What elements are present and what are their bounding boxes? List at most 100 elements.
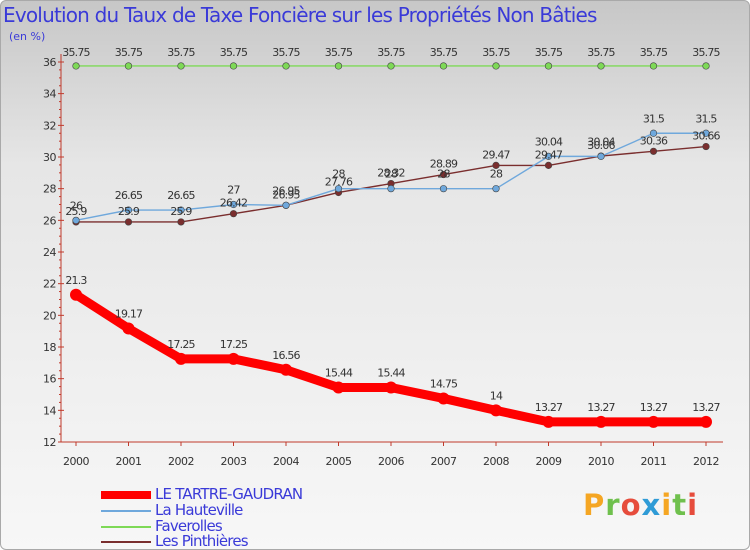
data-label-s3-3: 26.42: [220, 197, 248, 210]
logo-letter: P: [583, 488, 606, 522]
data-label-s1-11: 31.5: [643, 112, 665, 125]
x-tick-label: 2001: [116, 455, 142, 468]
data-point-s3-3: [229, 210, 238, 218]
data-point-s2-8: [492, 62, 500, 70]
x-tick-label: 2007: [431, 455, 457, 468]
y-tick-label: 14: [43, 404, 56, 417]
data-label-s2-6: 35.75: [377, 46, 405, 59]
data-label-s3-10: 30.06: [587, 139, 615, 152]
data-point-s0-8: [490, 404, 502, 417]
data-label-s3-11: 30.36: [640, 134, 668, 147]
x-tick-label: 2012: [693, 455, 719, 468]
data-point-s2-12: [702, 62, 710, 70]
logo-letter: o: [620, 488, 642, 522]
data-point-s2-2: [177, 62, 185, 70]
data-point-s1-2: [177, 206, 185, 214]
data-point-s0-6: [385, 381, 397, 394]
data-label-s2-9: 35.75: [535, 46, 563, 59]
data-point-s0-9: [542, 415, 555, 428]
data-label-s1-5: 28: [332, 168, 345, 181]
data-label-s2-12: 35.75: [692, 46, 720, 59]
data-label-s3-8: 29.47: [482, 148, 510, 161]
data-label-s0-3: 17.25: [220, 338, 248, 351]
data-label-s2-2: 35.75: [167, 46, 195, 59]
data-label-s1-1: 26.65: [115, 189, 143, 202]
data-point-s3-1: [124, 218, 133, 226]
data-label-s1-6: 28: [385, 168, 398, 181]
data-label-s3-5: 27.76: [325, 175, 353, 188]
data-label-s3-7: 28.89: [430, 158, 458, 171]
data-label-s0-2: 17.25: [167, 338, 195, 351]
data-label-s1-9: 30.04: [535, 135, 563, 148]
data-point-s1-3: [229, 200, 238, 209]
data-label-s2-4: 35.75: [272, 46, 300, 59]
legend-label-3: Les Pinthières: [155, 532, 249, 550]
data-point-s1-12: [702, 129, 710, 137]
data-point-s0-5: [332, 381, 345, 394]
data-label-s0-9: 13.27: [535, 401, 563, 414]
data-point-s1-10: [597, 152, 605, 160]
legend-label-2: Faverolles: [155, 517, 223, 535]
data-point-s0-0: [70, 288, 82, 301]
data-label-s1-3: 27: [227, 184, 240, 197]
x-tick-label: 2005: [326, 455, 352, 468]
data-point-s0-10: [595, 415, 607, 428]
x-tick-label: 2011: [641, 455, 667, 468]
y-tick-label: 32: [43, 119, 56, 132]
y-tick-label: 30: [43, 151, 56, 164]
y-tick-label: 28: [43, 183, 56, 196]
data-label-s2-3: 35.75: [220, 46, 248, 59]
y-tick-label: 34: [43, 88, 56, 101]
data-label-s0-11: 13.27: [640, 401, 668, 414]
logo-letter: i: [687, 488, 699, 522]
data-label-s3-0: 25.9: [65, 205, 87, 218]
y-tick-label: 12: [43, 436, 56, 449]
data-point-s1-6: [387, 185, 395, 193]
data-point-s2-3: [229, 62, 238, 70]
data-point-s1-7: [439, 185, 448, 193]
data-label-s0-7: 14.75: [430, 377, 458, 390]
data-label-s1-8: 28: [490, 168, 503, 181]
data-point-s1-0: [72, 216, 80, 224]
data-point-s0-2: [175, 352, 187, 365]
chart-title: Evolution du Taux de Taxe Foncière sur l…: [3, 3, 597, 27]
x-tick-label: 2004: [273, 455, 299, 468]
logo-letter: r: [605, 488, 621, 522]
data-point-s3-7: [439, 170, 448, 179]
data-point-s1-4: [282, 201, 290, 209]
x-tick-label: 2010: [588, 455, 614, 468]
data-label-s0-4: 16.56: [272, 349, 300, 362]
x-tick-label: 2006: [378, 455, 404, 468]
data-point-s0-3: [227, 352, 240, 365]
data-label-s2-1: 35.75: [115, 46, 143, 59]
legend-label-0: LE TARTRE-GAUDRAN: [155, 485, 303, 503]
data-label-s1-4: 26.95: [272, 184, 300, 197]
data-point-s0-1: [122, 322, 135, 335]
y-tick-label: 18: [43, 341, 56, 354]
logo-letter: t: [672, 488, 688, 522]
data-label-s1-7: 28: [437, 168, 450, 181]
data-label-s0-8: 14: [490, 389, 503, 402]
x-tick-label: 2000: [63, 455, 89, 468]
data-point-s2-5: [334, 62, 343, 70]
legend-swatch-0: [101, 491, 151, 499]
data-point-s1-9: [544, 152, 553, 160]
data-label-s0-5: 15.44: [325, 367, 353, 380]
data-label-s0-1: 19.17: [115, 307, 143, 320]
data-label-s2-7: 35.75: [430, 46, 458, 59]
x-tick-label: 2008: [483, 455, 509, 468]
data-label-s1-10: 30.04: [587, 135, 615, 148]
data-point-s2-10: [597, 62, 605, 70]
data-point-s1-1: [124, 206, 133, 214]
data-label-s2-8: 35.75: [482, 46, 510, 59]
data-point-s1-11: [649, 129, 658, 137]
proxiti-logo: Proxiti: [583, 488, 698, 522]
y-tick-label: 36: [43, 56, 56, 69]
data-point-s3-2: [177, 218, 185, 226]
data-label-s1-12: 31.5: [695, 112, 717, 125]
data-point-s3-12: [702, 142, 710, 151]
legend-swatch-1: [101, 510, 151, 512]
data-label-s0-0: 21.3: [65, 274, 87, 287]
data-label-s0-12: 13.27: [692, 401, 720, 414]
data-label-s3-9: 29.47: [535, 148, 563, 161]
